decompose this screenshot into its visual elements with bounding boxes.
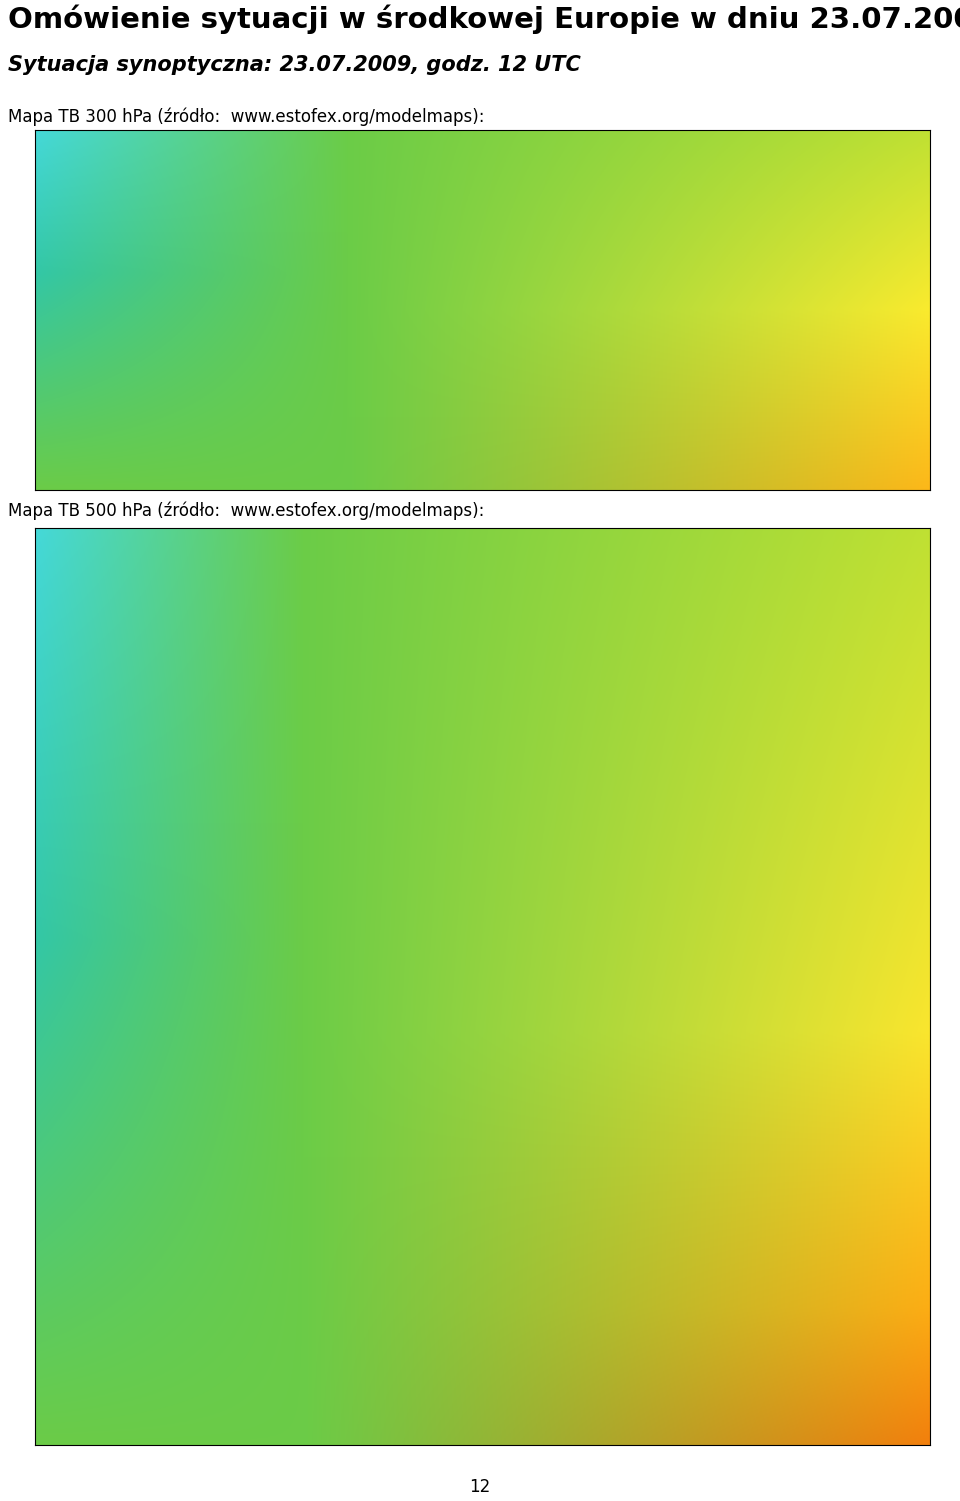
Text: Omówienie sytuacji w środkowej Europie w dniu 23.07.2009: Omówienie sytuacji w środkowej Europie w…	[8, 5, 960, 35]
Text: 12: 12	[469, 1478, 491, 1496]
Text: Mapa TB 500 hPa (źródło:  www.estofex.org/modelmaps):: Mapa TB 500 hPa (źródło: www.estofex.org…	[8, 501, 485, 521]
Text: Sytuacja synoptyczna: 23.07.2009, godz. 12 UTC: Sytuacja synoptyczna: 23.07.2009, godz. …	[8, 56, 581, 75]
Text: Mapa TB 300 hPa (źródło:  www.estofex.org/modelmaps):: Mapa TB 300 hPa (źródło: www.estofex.org…	[8, 108, 485, 126]
